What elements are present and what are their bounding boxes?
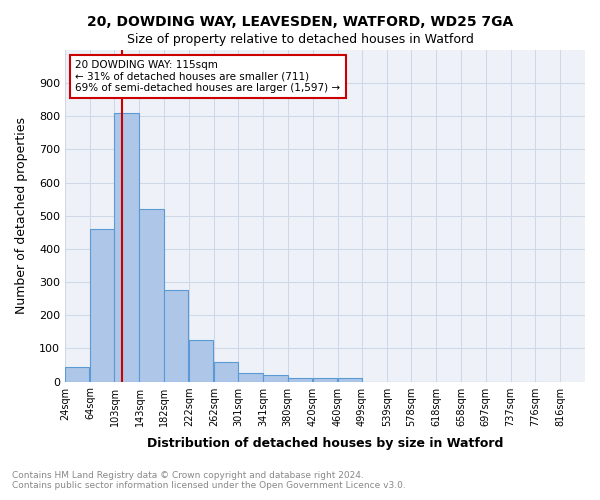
- X-axis label: Distribution of detached houses by size in Watford: Distribution of detached houses by size …: [147, 437, 503, 450]
- Bar: [338, 378, 362, 382]
- Bar: [313, 378, 337, 382]
- Y-axis label: Number of detached properties: Number of detached properties: [15, 118, 28, 314]
- Bar: [214, 362, 238, 382]
- Text: Contains HM Land Registry data © Crown copyright and database right 2024.
Contai: Contains HM Land Registry data © Crown c…: [12, 470, 406, 490]
- Bar: [115, 113, 139, 382]
- Bar: [65, 366, 89, 382]
- Bar: [90, 229, 115, 382]
- Text: 20, DOWDING WAY, LEAVESDEN, WATFORD, WD25 7GA: 20, DOWDING WAY, LEAVESDEN, WATFORD, WD2…: [87, 15, 513, 29]
- Bar: [139, 209, 164, 382]
- Bar: [238, 373, 263, 382]
- Bar: [189, 340, 213, 382]
- Text: Size of property relative to detached houses in Watford: Size of property relative to detached ho…: [127, 32, 473, 46]
- Bar: [263, 375, 287, 382]
- Bar: [164, 290, 188, 382]
- Bar: [287, 378, 312, 382]
- Text: 20 DOWDING WAY: 115sqm
← 31% of detached houses are smaller (711)
69% of semi-de: 20 DOWDING WAY: 115sqm ← 31% of detached…: [76, 60, 341, 93]
